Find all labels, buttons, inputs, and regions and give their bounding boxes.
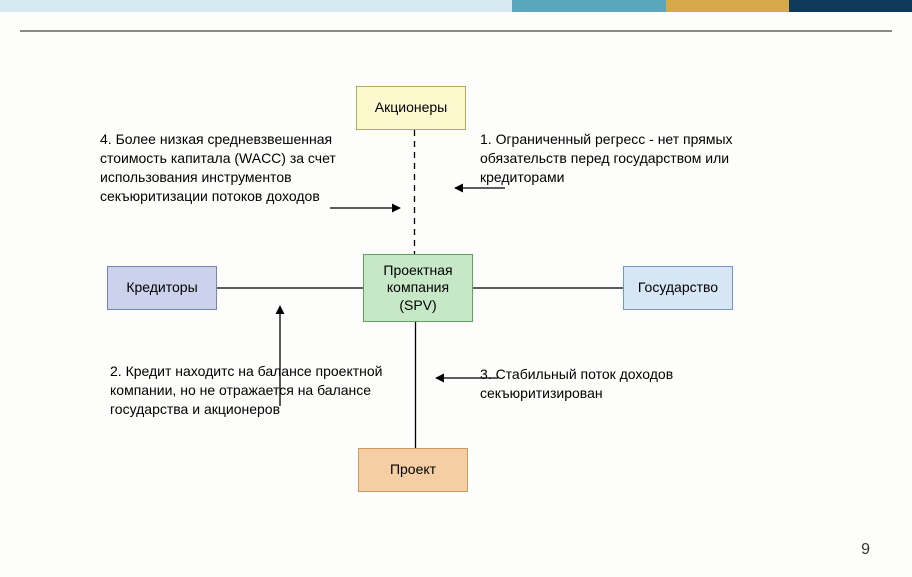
annot2: 2. Кредит находитс на балансе проектной … <box>110 362 420 419</box>
node-creditors: Кредиторы <box>107 266 217 310</box>
node-shareholders: Акционеры <box>356 86 466 130</box>
header-accent-bar <box>0 0 912 12</box>
page-number: 9 <box>861 541 870 559</box>
node-project: Проект <box>358 448 468 492</box>
node-government: Государство <box>623 266 733 310</box>
slide: Акционеры Кредиторы Проектная компания (SP… <box>0 0 912 577</box>
node-spv: Проектная компания (SPV) <box>363 254 473 322</box>
annot1: 1. Ограниченный регресс - нет прямых обя… <box>480 130 780 187</box>
header-rule <box>20 30 892 32</box>
annot3: 3. Стабильный поток доходов секъюритизир… <box>480 365 740 403</box>
annot4: 4. Более низкая средневзвешенная стоимос… <box>100 130 360 206</box>
